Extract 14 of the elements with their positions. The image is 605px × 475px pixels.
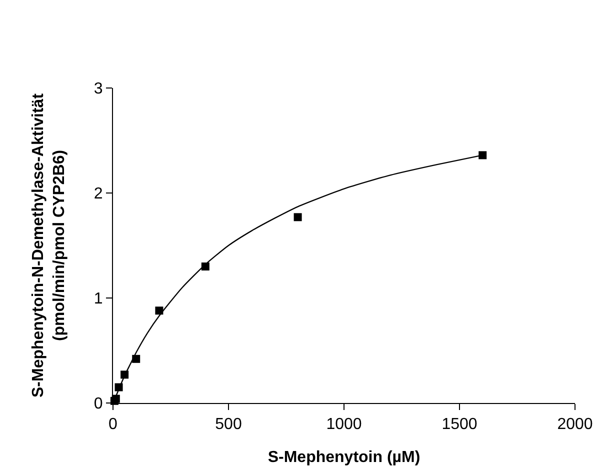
x-axis-title: S-Mephenytoin (µM) [268, 448, 420, 466]
point [478, 151, 487, 160]
point [155, 306, 164, 315]
y-tick-label: 0 [94, 396, 103, 413]
x-tick-label: 0 [108, 416, 118, 434]
x-tick-label: 1000 [326, 416, 362, 434]
y-axis-title: S-Mephenytoin-N-Demethylase-Aktivität (pmol/min/pmol CYP2B6) [30, 92, 68, 398]
x-tick-label: 1500 [442, 416, 478, 434]
y-tick-label: 2 [94, 186, 103, 203]
y-tick-label: 1 [94, 290, 103, 308]
x-tick-label: 500 [215, 416, 242, 434]
y-tick-label: 3 [94, 80, 103, 98]
x-tick-label: 2000 [557, 416, 593, 434]
point [294, 213, 302, 222]
